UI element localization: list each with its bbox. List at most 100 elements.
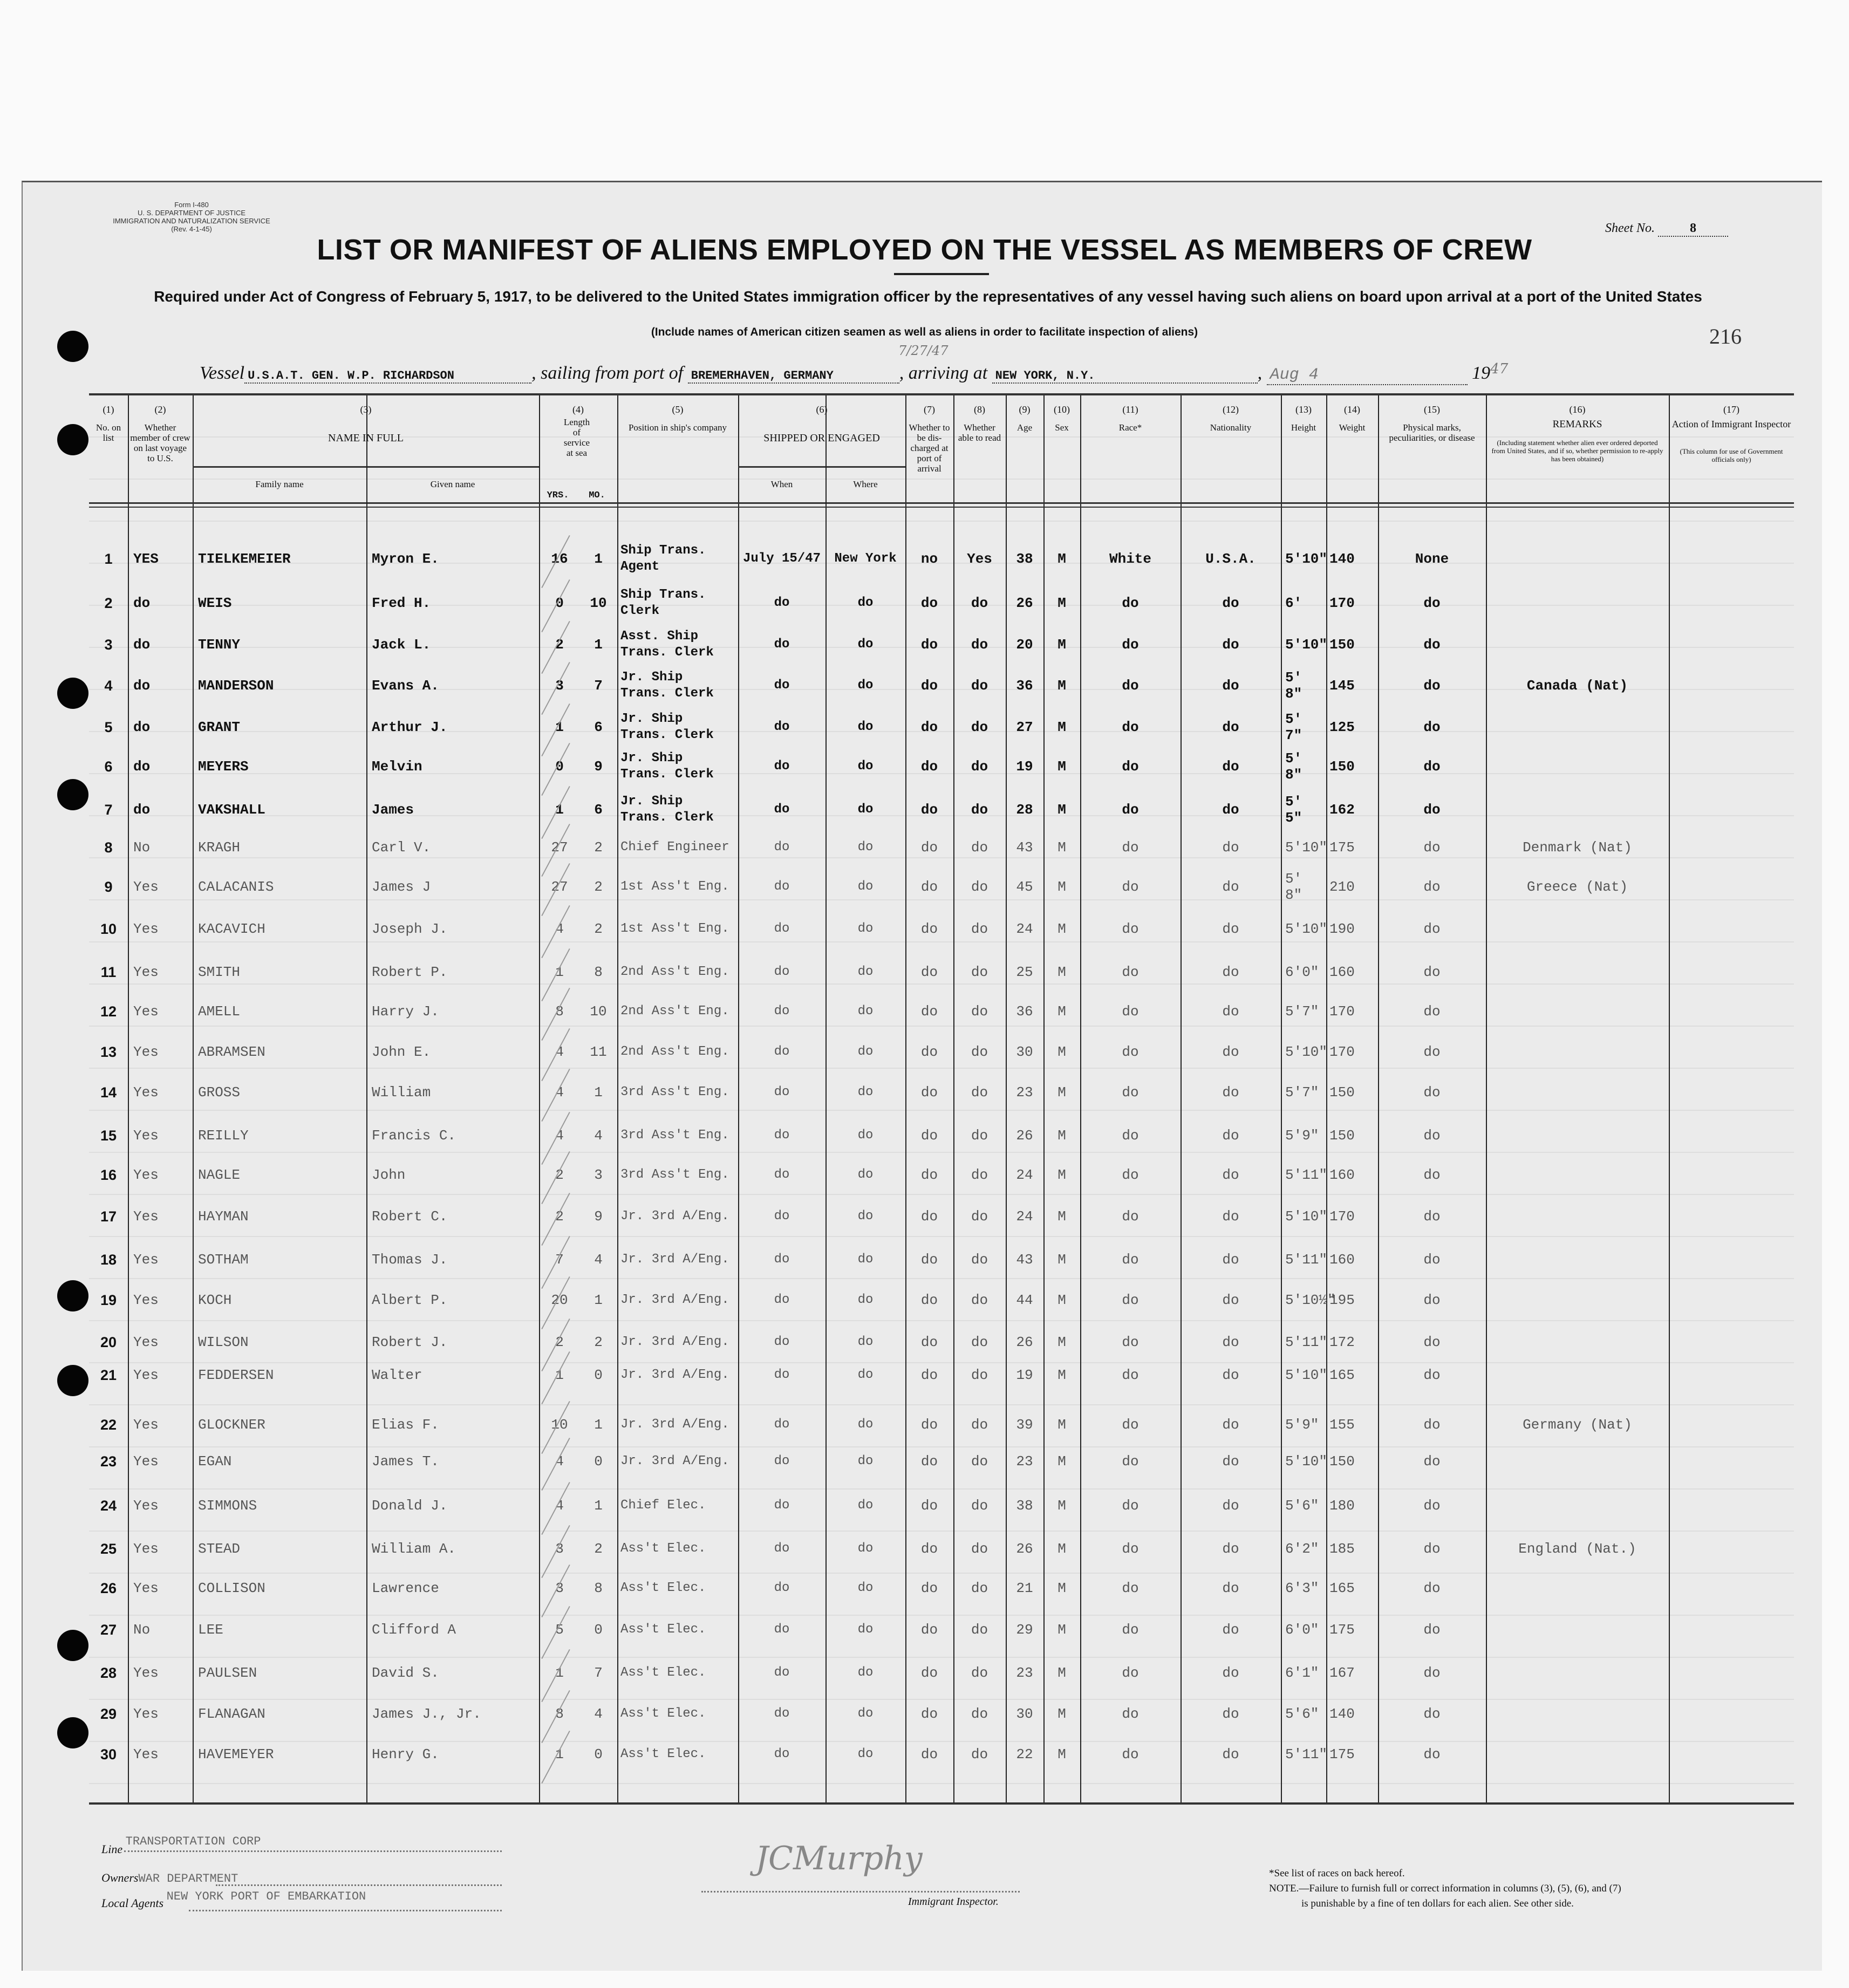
able-to-read: do bbox=[971, 1580, 988, 1596]
service-months: 10 bbox=[590, 595, 607, 611]
height: 5' 8" bbox=[1285, 871, 1302, 904]
age: 26 bbox=[1016, 595, 1033, 611]
age: 24 bbox=[1016, 1166, 1033, 1183]
position: 3rd Ass't Eng. bbox=[620, 1167, 729, 1182]
nationality: do bbox=[1222, 1705, 1239, 1722]
position: Ass't Elec. bbox=[620, 1665, 706, 1680]
service-years: 2 bbox=[555, 1334, 564, 1350]
shipped-where: do bbox=[857, 1167, 874, 1182]
position: Jr. Ship Trans. Clerk bbox=[620, 670, 714, 701]
last-voyage: Yes bbox=[133, 1208, 159, 1225]
physical-marks: do bbox=[1423, 1166, 1441, 1183]
last-voyage: Yes bbox=[133, 1541, 159, 1557]
shipped-where: do bbox=[857, 879, 874, 894]
shipped-when: do bbox=[774, 1580, 790, 1595]
weight: 170 bbox=[1329, 1003, 1355, 1020]
sex: M bbox=[1057, 1498, 1066, 1514]
column-header: Physical marks, peculiarities, or diseas… bbox=[1389, 422, 1475, 443]
discharged: do bbox=[920, 1208, 938, 1225]
position: Ass't Elec. bbox=[620, 1746, 706, 1761]
nationality: do bbox=[1222, 1367, 1239, 1384]
physical-marks: do bbox=[1423, 1252, 1441, 1268]
nationality: do bbox=[1222, 920, 1239, 937]
nationality: do bbox=[1222, 1541, 1239, 1557]
service-months: 8 bbox=[594, 964, 603, 980]
row-number: 29 bbox=[100, 1705, 117, 1722]
binder-hole bbox=[57, 1630, 88, 1661]
nationality: do bbox=[1222, 1453, 1239, 1470]
family-name: FLANAGAN bbox=[198, 1705, 265, 1722]
position: 1st Ass't Eng. bbox=[620, 921, 729, 936]
row-number: 13 bbox=[100, 1043, 117, 1060]
race: do bbox=[1122, 1166, 1139, 1183]
column-divider bbox=[1281, 395, 1282, 1802]
position: 1st Ass't Eng. bbox=[620, 879, 729, 894]
able-to-read: do bbox=[971, 801, 988, 818]
discharged: do bbox=[920, 1003, 938, 1020]
shipped-when: do bbox=[774, 1622, 790, 1637]
shipped-when: do bbox=[774, 1706, 790, 1721]
service-years: 1 bbox=[555, 1746, 564, 1762]
height: 5'11" bbox=[1285, 1334, 1328, 1350]
race: do bbox=[1122, 759, 1139, 775]
physical-marks: do bbox=[1423, 1416, 1441, 1433]
nationality: do bbox=[1222, 1498, 1239, 1514]
weight: 150 bbox=[1329, 1453, 1355, 1470]
race: do bbox=[1122, 801, 1139, 818]
weight: 180 bbox=[1329, 1498, 1355, 1514]
physical-marks: do bbox=[1423, 637, 1441, 653]
row-number: 28 bbox=[100, 1665, 117, 1682]
discharged: do bbox=[920, 1084, 938, 1101]
nationality: do bbox=[1222, 1334, 1239, 1350]
discharged: do bbox=[920, 879, 938, 896]
race: do bbox=[1122, 1416, 1139, 1433]
sex: M bbox=[1057, 1003, 1066, 1020]
service-years: 4 bbox=[555, 1453, 564, 1470]
able-to-read: do bbox=[971, 1292, 988, 1309]
service-months: 1 bbox=[594, 637, 603, 653]
sex: M bbox=[1057, 920, 1066, 937]
family-name: KOCH bbox=[198, 1292, 232, 1309]
last-voyage: Yes bbox=[133, 1252, 159, 1268]
row-number: 30 bbox=[100, 1746, 117, 1762]
service-years: 8 bbox=[555, 1003, 564, 1020]
discharged: do bbox=[920, 719, 938, 736]
family-name: AMELL bbox=[198, 1003, 241, 1020]
given-name: John bbox=[372, 1166, 406, 1183]
weight: 125 bbox=[1329, 719, 1355, 736]
age: 19 bbox=[1016, 1367, 1033, 1384]
subheader: Where bbox=[853, 479, 878, 489]
family-name: COLLISON bbox=[198, 1580, 265, 1596]
column-header: Whether member of crew on last voyage to… bbox=[130, 422, 190, 463]
nationality: do bbox=[1222, 1003, 1239, 1020]
physical-marks: do bbox=[1423, 677, 1441, 694]
nationality: do bbox=[1222, 595, 1239, 611]
discharged: do bbox=[920, 1541, 938, 1557]
column-header: Sex bbox=[1055, 422, 1069, 433]
nationality: do bbox=[1222, 1580, 1239, 1596]
able-to-read: Yes bbox=[967, 550, 992, 567]
discharged: do bbox=[920, 1334, 938, 1350]
column-divider bbox=[1378, 395, 1379, 1802]
age: 45 bbox=[1016, 879, 1033, 896]
given-name: James J bbox=[372, 879, 431, 896]
able-to-read: do bbox=[971, 637, 988, 653]
last-voyage: Yes bbox=[133, 1416, 159, 1433]
shipped-when: do bbox=[774, 595, 790, 610]
last-voyage: do bbox=[133, 801, 151, 818]
height: 5'10" bbox=[1285, 1453, 1328, 1470]
last-voyage: Yes bbox=[133, 1334, 159, 1350]
height: 5'10" bbox=[1285, 1208, 1328, 1225]
shipped-where: do bbox=[857, 1453, 874, 1468]
able-to-read: do bbox=[971, 759, 988, 775]
sex: M bbox=[1057, 595, 1066, 611]
sex: M bbox=[1057, 1541, 1066, 1557]
able-to-read: do bbox=[971, 1208, 988, 1225]
subtitle: Required under Act of Congress of Februa… bbox=[154, 288, 1702, 305]
column-header: Whether able to read bbox=[958, 422, 1001, 443]
physical-marks: do bbox=[1423, 1622, 1441, 1638]
discharged: do bbox=[920, 1453, 938, 1470]
service-months: 0 bbox=[594, 1453, 603, 1470]
shipped-when: do bbox=[774, 720, 790, 735]
family-name: PAULSEN bbox=[198, 1665, 257, 1682]
